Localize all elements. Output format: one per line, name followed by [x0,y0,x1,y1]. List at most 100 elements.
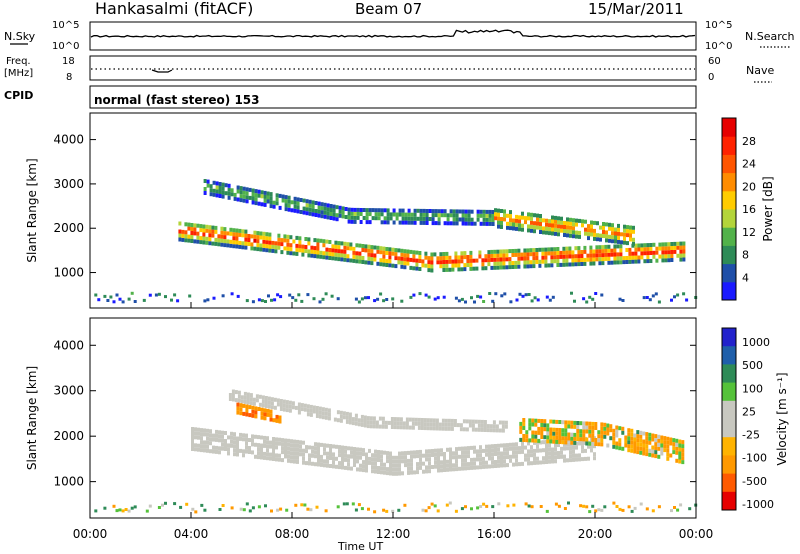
scatter-cell [521,441,524,446]
scatter-cell [246,392,250,397]
scatter-cell [666,452,670,457]
scatter-cell [332,208,336,213]
scatter-cell [515,450,518,455]
scatter-cell [310,245,314,250]
scatter-cell [558,436,562,440]
scatter-cell [265,240,269,245]
scatter-cell [193,239,197,244]
scatter-cell [541,247,545,252]
scatter-cell [425,453,428,458]
scatter-cell [605,230,608,235]
scatter-cell [633,445,637,450]
scatter-cell [339,418,343,423]
scatter-cell [389,451,392,456]
scatter-cell [346,254,350,259]
scatter-cell [323,463,326,468]
scatter-cell [482,456,485,461]
scatter-cell [518,292,522,296]
scatter-cell [209,184,213,189]
scatter-cell [310,249,314,254]
scatter-cell [589,257,593,262]
scatter-cell [409,249,413,254]
scatter-cell [352,258,356,263]
scatter-cell [227,435,230,440]
scatter-cell [664,258,668,263]
scatter-cell [319,254,323,259]
scatter-cell [380,450,383,455]
scatter-cell [293,459,296,464]
scatter-cell [399,417,403,422]
scatter-cell [377,454,380,458]
scatter-cell [506,225,509,230]
scatter-cell [377,212,381,217]
scatter-cell [545,460,548,464]
scatter-cell [458,466,461,471]
scatter-cell [488,444,491,449]
scatter-cell [634,243,638,248]
scatter-cell [630,509,634,513]
scatter-cell [487,250,491,255]
scatter-cell [379,250,383,255]
scatter-cell [288,400,292,405]
scatter-cell [410,220,414,225]
scatter-cell [230,435,233,440]
scatter-cell [419,216,423,221]
scatter-cell [289,251,293,256]
scatter-cell [249,397,253,402]
scatter-cell [350,450,353,455]
scatter-cell [603,422,607,427]
scatter-cell [265,232,269,237]
scatter-cell [403,261,407,266]
scatter-cell [227,187,231,192]
scatter-cell [497,451,500,456]
scatter-cell [592,253,596,258]
scatter-cell [266,199,270,204]
scatter-cell [579,421,583,426]
scatter-cell [579,504,583,508]
scatter-cell [293,443,296,448]
scatter-cell [410,466,413,471]
scatter-cell [347,219,351,224]
colorbar-tick-label: 4 [742,271,749,284]
scatter-cell [474,419,478,424]
scatter-cell [392,459,395,464]
scatter-cell [464,462,467,467]
scatter-cell [627,505,631,509]
scatter-cell [502,265,506,270]
scatter-cell [278,453,281,458]
scatter-cell [221,294,225,298]
scatter-cell [323,206,327,211]
scatter-cell [440,209,444,214]
scatter-cell [288,408,292,413]
scatter-cell [463,263,467,268]
scatter-cell [583,245,587,250]
scatter-cell [235,232,239,237]
scatter-cell [415,258,419,263]
scatter-cell [392,463,395,468]
scatter-cell [284,207,288,212]
scatter-cell [309,404,313,409]
scatter-cell [214,229,218,234]
scatter-cell [541,251,545,256]
scatter-cell [221,194,225,199]
scatter-cell [550,251,554,256]
scatter-cell [184,234,188,239]
scatter-cell [272,204,276,209]
scatter-cell [540,419,544,423]
scatter-cell [666,440,670,445]
scatter-cell [479,461,482,466]
scatter-cell [335,456,338,461]
scatter-cell [587,456,590,461]
scatter-cell [628,259,632,264]
scatter-cell [294,503,298,507]
scatter-cell [562,250,566,255]
scatter-cell [521,294,525,298]
scatter-cell [400,252,404,257]
scatter-cell [329,452,332,456]
scatter-cell [191,507,195,511]
scatter-cell [509,454,512,459]
scatter-cell [344,457,347,462]
scatter-cell [233,448,236,453]
scatter-cell [555,439,559,444]
scatter-cell [187,238,191,243]
